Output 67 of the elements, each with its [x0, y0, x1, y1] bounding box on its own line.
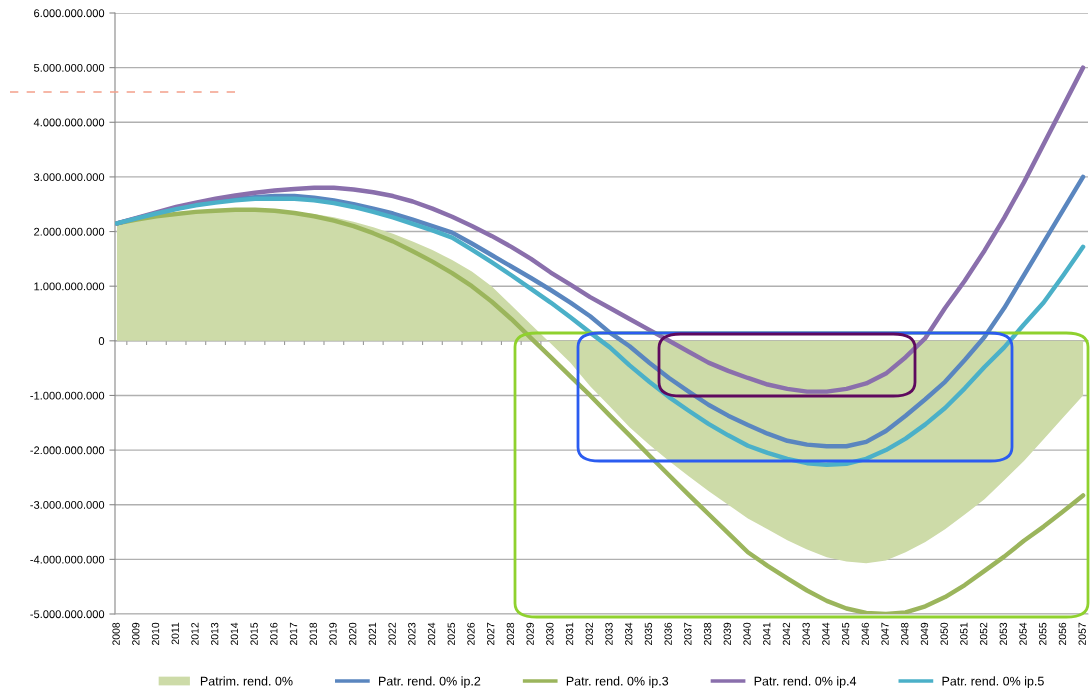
- y-tick-label: -5.000.000.000: [30, 610, 105, 619]
- x-tick-label: 2018: [309, 622, 317, 645]
- y-tick-label: 5.000.000.000: [33, 63, 105, 72]
- x-tick-label: 2042: [782, 622, 791, 645]
- x-tick-label: 2024: [427, 622, 436, 645]
- x-tick-label: 2023: [408, 622, 416, 645]
- x-tick-label: 2046: [861, 622, 869, 645]
- y-tick-label: 2.000.000.000: [34, 227, 105, 236]
- legend-label: Patr. rend. 0% ip.5: [942, 676, 1044, 688]
- x-tick-label: 2028: [506, 622, 515, 645]
- legend-label: Patr. rend. 0% ip.2: [379, 676, 481, 688]
- x-tick-label: 2025: [447, 622, 455, 645]
- x-tick-label: 2051: [960, 622, 968, 645]
- x-tick-label: 2017: [289, 622, 298, 645]
- y-tick-label: 3.000.000.000: [33, 173, 105, 182]
- x-tick-label: 2039: [723, 622, 731, 645]
- x-tick-label: 2054: [1019, 622, 1027, 645]
- x-tick-label: 2031: [565, 622, 574, 645]
- y-tick-label: 0: [98, 337, 105, 345]
- x-tick-label: 2035: [644, 622, 653, 645]
- x-tick-label: 2010: [151, 622, 160, 645]
- x-tick-label: 2034: [625, 622, 633, 645]
- x-tick-label: 2056: [1058, 622, 1067, 645]
- x-tick-label: 2036: [664, 622, 672, 645]
- x-tick-label: 2008: [112, 622, 120, 645]
- legend-label: Patrim. rend. 0%: [200, 676, 293, 686]
- x-tick-label: 2013: [210, 622, 219, 645]
- x-tick-label: 2050: [940, 622, 948, 645]
- x-tick-label: 2045: [841, 622, 850, 645]
- x-tick-label: 2026: [467, 622, 475, 645]
- x-tick-label: 2014: [230, 622, 239, 645]
- x-tick-label: 2020: [348, 622, 357, 645]
- y-tick-label: -2.000.000.000: [30, 446, 105, 455]
- y-tick-label: -4.000.000.000: [30, 555, 105, 564]
- y-tick-label: -3.000.000.000: [30, 500, 105, 509]
- x-tick-label: 2015: [250, 622, 258, 645]
- y-tick-label: 1.000.000.000: [34, 282, 105, 291]
- x-tick-label: 2012: [191, 622, 199, 645]
- x-tick-label: 2019: [329, 622, 337, 645]
- x-tick-label: 2029: [526, 622, 534, 645]
- x-tick-label: 2044: [822, 622, 830, 645]
- y-tick-label: -1.000.000.000: [30, 391, 105, 400]
- x-tick-label: 2053: [999, 622, 1007, 645]
- x-tick-label: 2043: [802, 622, 810, 645]
- x-tick-label: 2038: [703, 622, 712, 645]
- y-tick-label: 4.000.000.000: [33, 118, 105, 127]
- x-tick-label: 2033: [605, 622, 613, 645]
- x-tick-label: 2037: [684, 622, 692, 645]
- x-tick-label: 2041: [763, 622, 771, 645]
- x-tick-label: 2027: [487, 622, 495, 645]
- y-tick-label: 6.000.000.000: [34, 9, 105, 18]
- legend-label: Patr. rend. 0% ip.3: [566, 676, 669, 688]
- x-tick-label: 2040: [743, 622, 751, 645]
- x-tick-label: 2030: [546, 622, 554, 645]
- x-tick-label: 2009: [132, 622, 140, 645]
- x-tick-label: 2049: [920, 622, 929, 645]
- x-tick-label: 2032: [585, 622, 593, 645]
- x-tick-label: 2022: [388, 622, 396, 645]
- x-tick-label: 2055: [1039, 622, 1047, 645]
- x-tick-label: 2016: [270, 622, 278, 645]
- legend-label: Patr. rend. 0% ip.4: [754, 676, 857, 688]
- x-tick-label: 2011: [171, 622, 179, 645]
- x-tick-label: 2021: [368, 622, 377, 645]
- x-tick-label: 2052: [979, 622, 988, 645]
- x-tick-label: 2048: [901, 622, 909, 645]
- x-tick-label: 2057: [1078, 622, 1086, 645]
- x-tick-label: 2047: [881, 622, 889, 645]
